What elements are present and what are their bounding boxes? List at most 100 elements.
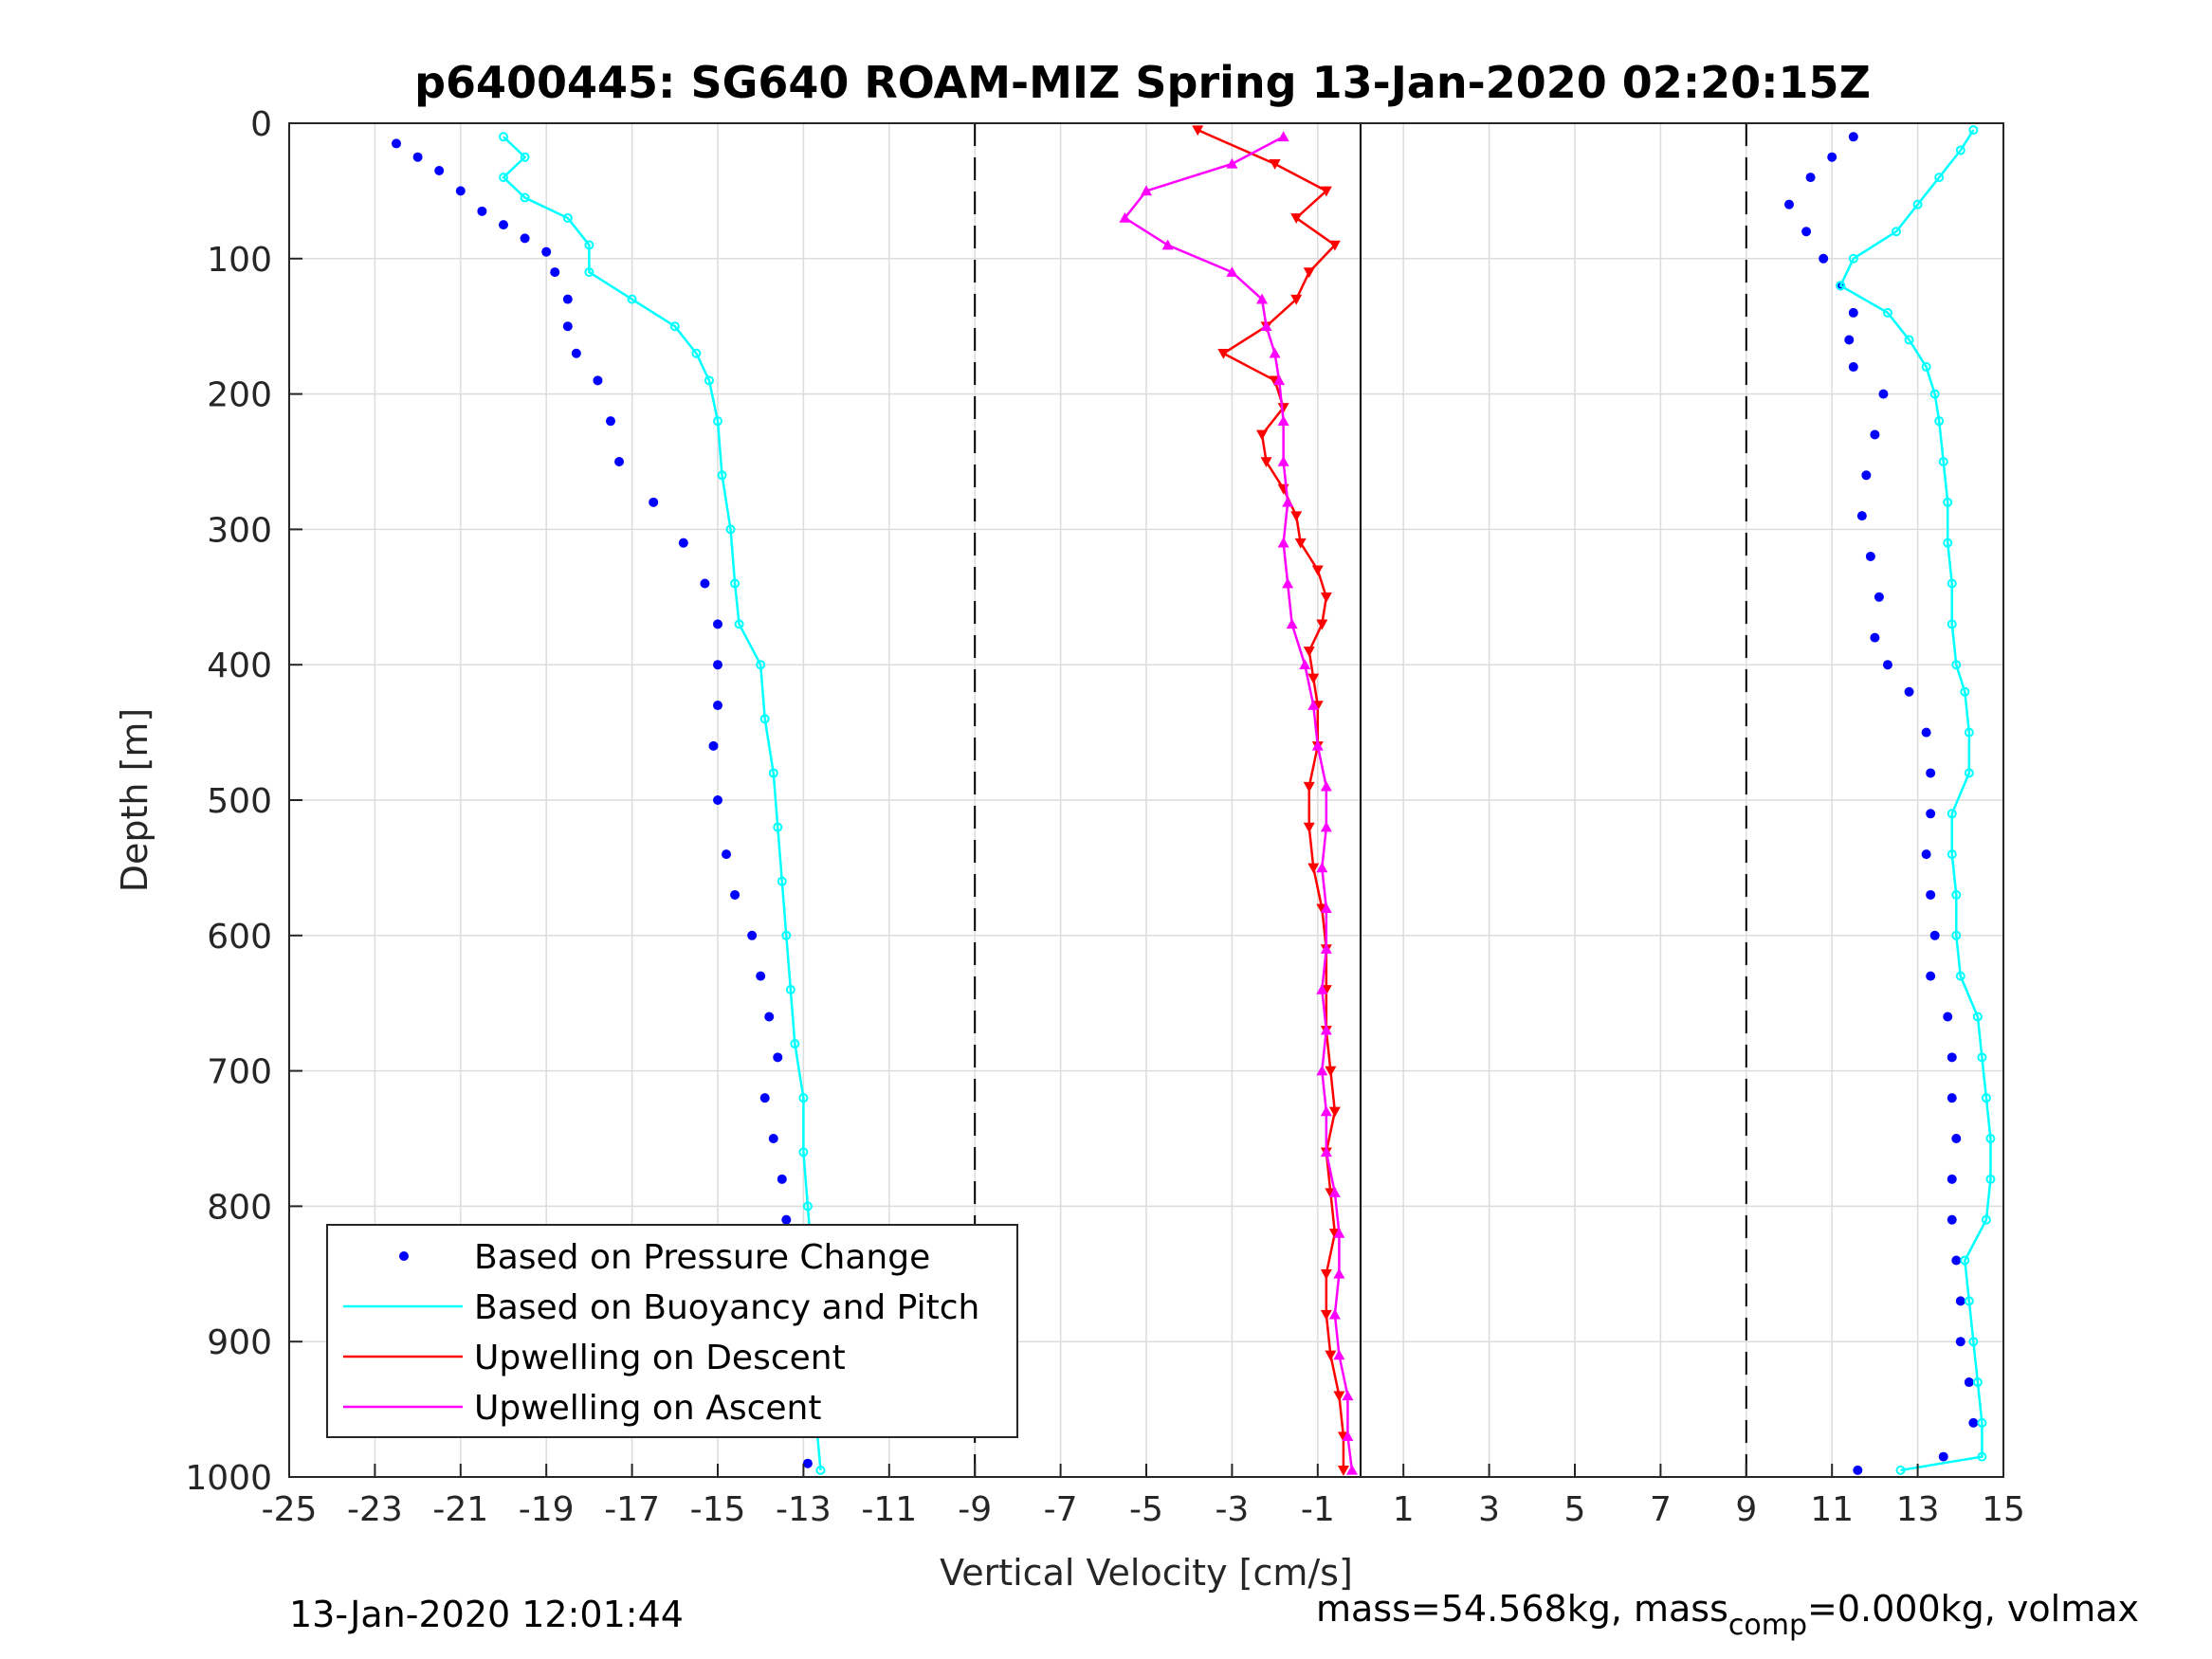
data-point: [1273, 374, 1286, 386]
data-point: [1311, 565, 1324, 576]
data-point: [499, 220, 508, 230]
data-point: [1316, 983, 1328, 994]
data-point: [520, 152, 530, 162]
data-point: [1985, 1134, 1996, 1143]
data-point: [1870, 429, 1880, 440]
data-point: [1895, 1465, 1906, 1475]
y-axis-ticks: 0 100 200 300 400 500 600 700 800 900 1000: [185, 105, 302, 1498]
data-point: [717, 470, 727, 481]
data-point: [455, 186, 466, 196]
x-tick-label: -21: [432, 1490, 488, 1529]
data-point: [756, 660, 766, 670]
x-tick-label: 5: [1564, 1490, 1586, 1529]
data-point: [747, 930, 758, 940]
data-point: [713, 701, 722, 711]
x-tick-label: -13: [776, 1490, 832, 1529]
data-point: [790, 1039, 800, 1049]
data-point: [1929, 930, 1940, 940]
data-point: [777, 876, 787, 886]
data-point: [730, 578, 740, 589]
x-tick-label: 3: [1478, 1490, 1500, 1529]
data-point: [1311, 739, 1324, 751]
data-point: [1844, 335, 1855, 345]
data-point: [1805, 173, 1816, 183]
x-axis-label: Vertical Velocity [cm/s]: [940, 1552, 1353, 1594]
data-point: [691, 348, 702, 358]
data-point: [768, 1134, 778, 1143]
data-point: [1882, 307, 1892, 318]
data-point: [434, 165, 445, 175]
data-point: [734, 619, 744, 629]
data-point: [773, 822, 783, 832]
data-point: [1848, 362, 1858, 373]
data-point: [1874, 592, 1884, 602]
data-point: [1926, 889, 1936, 900]
data-point: [1260, 457, 1272, 467]
x-tick-label: -25: [262, 1490, 318, 1529]
data-point: [1955, 1337, 1965, 1347]
data-point: [1955, 145, 1965, 155]
series-based-on-pressure-change: [1784, 132, 1979, 1475]
data-point: [1882, 660, 1892, 670]
data-point: [1269, 347, 1281, 358]
data-point: [1968, 125, 1979, 136]
legend-item: Upwelling on Descent: [343, 1339, 846, 1377]
data-point: [1870, 632, 1880, 643]
data-point: [520, 192, 530, 203]
data-point: [1960, 686, 1970, 697]
y-tick-label: 900: [207, 1323, 272, 1362]
data-point: [1342, 1431, 1354, 1441]
data-point: [649, 497, 659, 507]
data-point: [1977, 1417, 1987, 1428]
data-point: [1260, 320, 1272, 331]
data-point: [1947, 578, 1957, 589]
legend-label: Upwelling on Ascent: [474, 1389, 821, 1428]
y-tick-label: 0: [250, 105, 272, 144]
x-tick-label: 11: [1810, 1490, 1854, 1529]
data-point: [713, 795, 722, 805]
data-point: [1943, 1012, 1953, 1022]
y-tick-label: 500: [207, 782, 272, 821]
data-point: [392, 138, 401, 149]
legend: Based on Pressure Change Based on Buoyanc…: [326, 1224, 1018, 1438]
data-point: [1848, 307, 1858, 318]
data-point: [1964, 1377, 1974, 1388]
data-point: [1981, 1093, 1991, 1103]
data-point: [1192, 125, 1204, 137]
data-point: [1320, 1105, 1332, 1117]
x-tick-label: -5: [1129, 1490, 1163, 1529]
legend-label: Upwelling on Descent: [474, 1339, 846, 1377]
data-point: [1865, 551, 1875, 561]
data-point: [1964, 727, 1974, 738]
y-tick-label: 100: [207, 241, 272, 280]
data-point: [1938, 1451, 1948, 1462]
data-point: [1226, 157, 1238, 169]
data-point: [1277, 456, 1289, 466]
data-point: [412, 152, 423, 162]
data-point: [1277, 131, 1289, 142]
data-point: [1316, 619, 1328, 630]
data-point: [1303, 267, 1315, 279]
data-point: [1325, 1350, 1337, 1361]
x-tick-label: -23: [347, 1490, 403, 1529]
data-point: [1333, 1267, 1345, 1279]
data-point: [1337, 1466, 1349, 1476]
data-point: [1161, 239, 1174, 250]
data-point: [1951, 889, 1962, 900]
y-tick-label: 300: [207, 511, 272, 550]
data-point: [1282, 577, 1294, 589]
data-point: [773, 1052, 783, 1063]
data-point: [704, 375, 714, 386]
data-point: [562, 321, 573, 332]
data-point: [725, 524, 736, 535]
data-point: [1277, 537, 1289, 548]
data-point: [562, 294, 573, 304]
data-point: [1848, 253, 1858, 264]
data-point: [614, 457, 625, 466]
data-point: [1299, 659, 1311, 669]
data-point: [1325, 1066, 1337, 1077]
data-point: [1947, 619, 1957, 629]
legend-label: Based on Pressure Change: [474, 1238, 930, 1277]
series-based-on-buoyancy-and-pitch: [1836, 125, 1996, 1475]
